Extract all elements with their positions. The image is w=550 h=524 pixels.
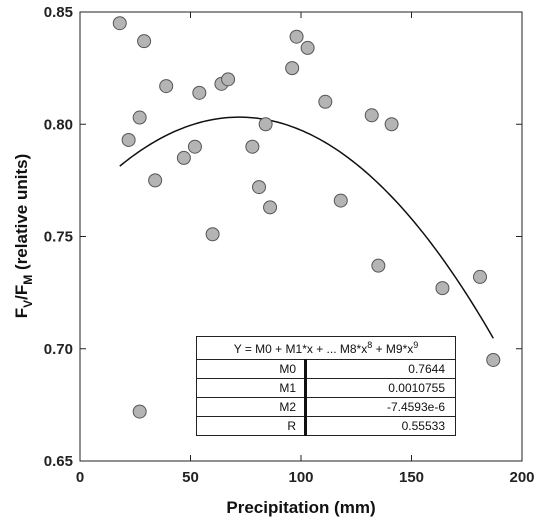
fit-param-name: M0 (196, 359, 307, 379)
data-point (263, 200, 278, 215)
x-tick-label: 0 (76, 469, 84, 486)
x-tick-label: 50 (182, 469, 199, 486)
data-point (300, 40, 315, 55)
axis-ticks: 0 50 100 150 200 0.65 0.70 0.75 0.80 0.85 (44, 4, 535, 486)
x-tick-label: 150 (399, 469, 424, 486)
x-tick-label: 100 (288, 469, 313, 486)
fit-curve (119, 116, 494, 339)
y-tick-label: 0.70 (44, 341, 73, 358)
fit-equation: Y = M0 + M1*x + ... M8*x8 + M9*x9 (197, 337, 456, 360)
fit-param-row-m2: M2 -7.4593e-6 (196, 397, 456, 417)
y-axis-label-f1: F (12, 308, 31, 318)
fit-param-value: 0.0010755 (305, 378, 456, 398)
y-axis-label-sub1: V (21, 300, 35, 308)
data-point (473, 269, 488, 284)
fit-param-row-r: R 0.55533 (196, 416, 456, 436)
data-point (384, 117, 399, 132)
y-tick-label: 0.65 (44, 453, 73, 470)
fit-equation-row: Y = M0 + M1*x + ... M8*x8 + M9*x9 (197, 337, 456, 360)
fit-equation-exp1: 8 (367, 340, 373, 350)
y-tick-label: 0.75 (44, 229, 73, 246)
data-point (371, 258, 386, 273)
fit-param-value: 0.55533 (305, 416, 456, 436)
fit-param-value: 0.7644 (305, 359, 456, 379)
x-tick-label: 200 (509, 469, 534, 486)
data-point (333, 193, 348, 208)
fit-param-name: M1 (196, 378, 307, 398)
fit-curve-layer (119, 116, 494, 339)
fit-parameters-table: Y = M0 + M1*x + ... M8*x8 + M9*x9 M0 0.7… (196, 336, 456, 436)
data-point (132, 110, 147, 125)
y-axis-label-group: FV/FM (relative units) (12, 154, 35, 318)
fit-param-row-m1: M1 0.0010755 (196, 378, 456, 398)
fit-param-name: M2 (196, 397, 307, 417)
data-point (258, 117, 273, 132)
data-point (187, 139, 202, 154)
y-tick-label: 0.80 (44, 116, 73, 133)
y-axis-label-f2: F (12, 285, 31, 295)
y-tick-label: 0.85 (44, 4, 73, 21)
x-axis-label: Precipitation (mm) (226, 498, 375, 517)
data-point (176, 150, 191, 165)
data-point (121, 132, 136, 147)
data-point (364, 108, 379, 123)
data-points-layer (112, 16, 501, 419)
data-point (252, 180, 267, 195)
data-point (112, 16, 127, 31)
data-point (148, 173, 163, 188)
fit-param-row-m0: M0 0.7644 (196, 359, 456, 379)
data-point (435, 281, 450, 296)
data-point (132, 404, 147, 419)
data-point (318, 94, 333, 109)
data-point (205, 227, 220, 242)
fit-param-value: -7.4593e-6 (305, 397, 456, 417)
data-point (137, 34, 152, 49)
data-point (192, 85, 207, 100)
fit-equation-b: + M9*x (372, 342, 414, 356)
fit-equation-exp2: 9 (413, 340, 419, 350)
y-axis-label-slash: / (12, 295, 31, 300)
y-axis-label: FV/FM (relative units) (12, 154, 35, 318)
data-point (221, 72, 236, 87)
data-point (486, 352, 501, 367)
data-point (245, 139, 260, 154)
data-point (289, 29, 304, 44)
fit-param-name: R (196, 416, 307, 436)
y-axis-label-rest: (relative units) (12, 154, 31, 275)
y-axis-label-sub2: M (21, 275, 35, 285)
data-point (159, 79, 174, 94)
fit-equation-a: Y = M0 + M1*x + ... M8*x (233, 342, 368, 356)
data-point (285, 61, 300, 76)
